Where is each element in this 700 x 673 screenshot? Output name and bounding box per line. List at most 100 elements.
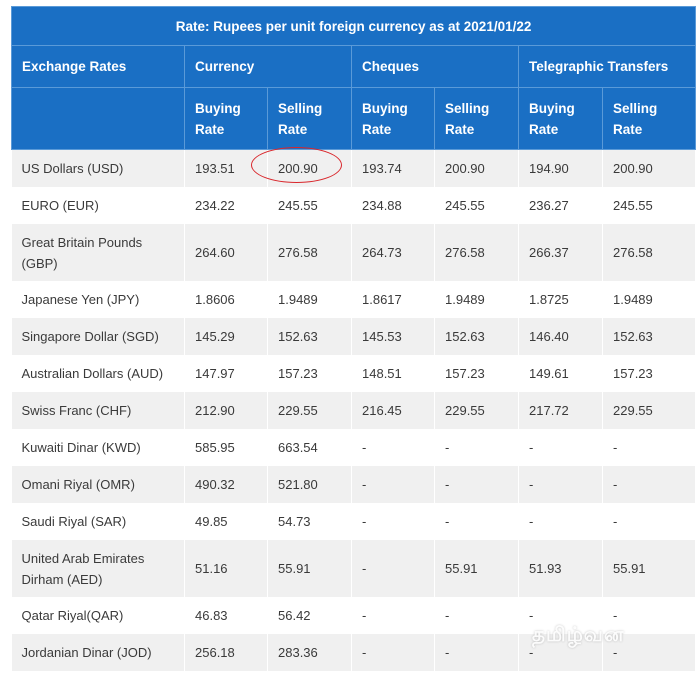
currency-selling-rate: 245.55 <box>267 187 352 224</box>
table-row: United Arab Emirates Dirham (AED) 51.16 … <box>11 540 697 597</box>
cheques-buying-rate: - <box>351 597 435 634</box>
cheques-selling-rate: 200.90 <box>434 149 519 187</box>
cheques-buying-rate: - <box>351 634 435 671</box>
currency-name: Kuwaiti Dinar (KWD) <box>11 429 185 466</box>
cheques-buying-rate: - <box>351 540 435 597</box>
table-row: Omani Riyal (OMR) 490.32 521.80 - - - - <box>11 466 697 503</box>
cheques-selling-rate: 229.55 <box>434 392 519 429</box>
table-row: Kuwaiti Dinar (KWD) 585.95 663.54 - - - … <box>11 429 697 466</box>
tt-selling-rate: 55.91 <box>602 540 697 597</box>
currency-buying-rate: 1.8606 <box>184 281 268 318</box>
cheques-buying-rate: - <box>351 503 435 540</box>
tt-selling-rate: - <box>602 597 697 634</box>
currency-name: US Dollars (USD) <box>11 149 185 187</box>
currency-buying-rate: 212.90 <box>184 392 268 429</box>
cheques-selling-rate: 152.63 <box>434 318 519 355</box>
currency-selling-rate: 54.73 <box>267 503 352 540</box>
cheques-buying-rate: 193.74 <box>351 149 435 187</box>
currency-buying-rate: 585.95 <box>184 429 268 466</box>
tt-buying-rate: - <box>518 429 603 466</box>
header-tt-selling: Selling Rate <box>601 87 697 150</box>
cheques-selling-rate: - <box>434 597 519 634</box>
tt-selling-rate: 245.55 <box>602 187 697 224</box>
cheques-selling-rate: 55.91 <box>434 540 519 597</box>
header-sub-row: Buying Rate Selling Rate Buying Rate Sel… <box>11 87 697 150</box>
table-row: Japanese Yen (JPY) 1.8606 1.9489 1.8617 … <box>11 281 697 318</box>
header-cheques-selling: Selling Rate <box>434 87 519 150</box>
tt-selling-rate: 152.63 <box>602 318 697 355</box>
cheques-selling-rate: - <box>434 429 519 466</box>
currency-name: Singapore Dollar (SGD) <box>11 318 185 355</box>
header-currency-buying: Buying Rate <box>184 87 268 150</box>
currency-name: Saudi Riyal (SAR) <box>11 503 185 540</box>
table-title-row: Rate: Rupees per unit foreign currency a… <box>10 6 697 46</box>
tt-buying-rate: - <box>518 466 603 503</box>
tt-buying-rate: 146.40 <box>518 318 603 355</box>
header-currency-selling: Selling Rate <box>267 87 352 150</box>
cheques-buying-rate: 264.73 <box>351 224 435 281</box>
currency-selling-rate: 229.55 <box>267 392 352 429</box>
cheques-buying-rate: 234.88 <box>351 187 435 224</box>
table-row: US Dollars (USD) 193.51 200.90 193.74 20… <box>11 147 697 187</box>
currency-selling-rate: 200.90 <box>278 161 318 176</box>
tt-selling-rate: 1.9489 <box>602 281 697 318</box>
cheques-buying-rate: - <box>351 466 435 503</box>
tt-buying-rate: 194.90 <box>518 149 603 187</box>
cheques-selling-rate: - <box>434 503 519 540</box>
header-tt-buying: Buying Rate <box>518 87 603 150</box>
tt-selling-rate: 157.23 <box>602 355 697 392</box>
cheques-buying-rate: 1.8617 <box>351 281 435 318</box>
table-row: Swiss Franc (CHF) 212.90 229.55 216.45 2… <box>11 392 697 429</box>
currency-selling-rate: 283.36 <box>267 634 352 671</box>
tt-buying-rate: - <box>518 634 603 671</box>
cheques-buying-rate: 216.45 <box>351 392 435 429</box>
cheques-selling-rate: 245.55 <box>434 187 519 224</box>
table-row: Jordanian Dinar (JOD) 256.18 283.36 - - … <box>11 634 697 671</box>
header-group-row: Exchange Rates Currency Cheques Telegrap… <box>11 45 697 88</box>
table-row: Qatar Riyal(QAR) 46.83 56.42 - - - - <box>11 597 697 634</box>
currency-buying-rate: 49.85 <box>184 503 268 540</box>
currency-buying-rate: 490.32 <box>184 466 268 503</box>
tt-selling-rate: 200.90 <box>602 149 697 187</box>
currency-name: Swiss Franc (CHF) <box>11 392 185 429</box>
currency-buying-rate: 51.16 <box>184 540 268 597</box>
table-row: EURO (EUR) 234.22 245.55 234.88 245.55 2… <box>11 187 697 224</box>
tt-buying-rate: 217.72 <box>518 392 603 429</box>
tt-selling-rate: - <box>602 466 697 503</box>
currency-selling-rate: 56.42 <box>267 597 352 634</box>
table-row: Great Britain Pounds (GBP) 264.60 276.58… <box>11 224 697 281</box>
header-cheques-buying: Buying Rate <box>351 87 435 150</box>
cheques-selling-rate: - <box>434 634 519 671</box>
currency-selling-rate-cell: 200.90 <box>251 147 352 187</box>
currency-buying-rate: 46.83 <box>184 597 268 634</box>
cheques-selling-rate: 276.58 <box>434 224 519 281</box>
cheques-buying-rate: 148.51 <box>351 355 435 392</box>
header-blank <box>11 87 185 150</box>
tt-buying-rate: 51.93 <box>518 540 603 597</box>
currency-buying-rate: 193.51 <box>184 149 268 187</box>
header-exchange-rates: Exchange Rates <box>11 45 185 88</box>
tt-buying-rate: 149.61 <box>518 355 603 392</box>
currency-name: Japanese Yen (JPY) <box>11 281 185 318</box>
header-cheques: Cheques <box>351 45 519 88</box>
currency-name: Qatar Riyal(QAR) <box>11 597 185 634</box>
tt-buying-rate: - <box>518 597 603 634</box>
tt-buying-rate: - <box>518 503 603 540</box>
currency-selling-rate: 276.58 <box>267 224 352 281</box>
currency-name: United Arab Emirates Dirham (AED) <box>11 540 185 597</box>
currency-selling-rate: 152.63 <box>267 318 352 355</box>
tt-selling-rate: - <box>602 503 697 540</box>
currency-name: Omani Riyal (OMR) <box>11 466 185 503</box>
currency-buying-rate: 264.60 <box>184 224 268 281</box>
table-row: Australian Dollars (AUD) 147.97 157.23 1… <box>11 355 697 392</box>
currency-selling-rate: 521.80 <box>267 466 352 503</box>
cheques-buying-rate: - <box>351 429 435 466</box>
tt-buying-rate: 1.8725 <box>518 281 603 318</box>
tt-selling-rate: 276.58 <box>602 224 697 281</box>
tt-selling-rate: - <box>602 429 697 466</box>
exchange-rate-table: Rate: Rupees per unit foreign currency a… <box>10 6 697 671</box>
cheques-buying-rate: 145.53 <box>351 318 435 355</box>
currency-selling-rate: 157.23 <box>267 355 352 392</box>
header-telegraphic-transfers: Telegraphic Transfers <box>517 45 697 88</box>
currency-buying-rate: 234.22 <box>184 187 268 224</box>
